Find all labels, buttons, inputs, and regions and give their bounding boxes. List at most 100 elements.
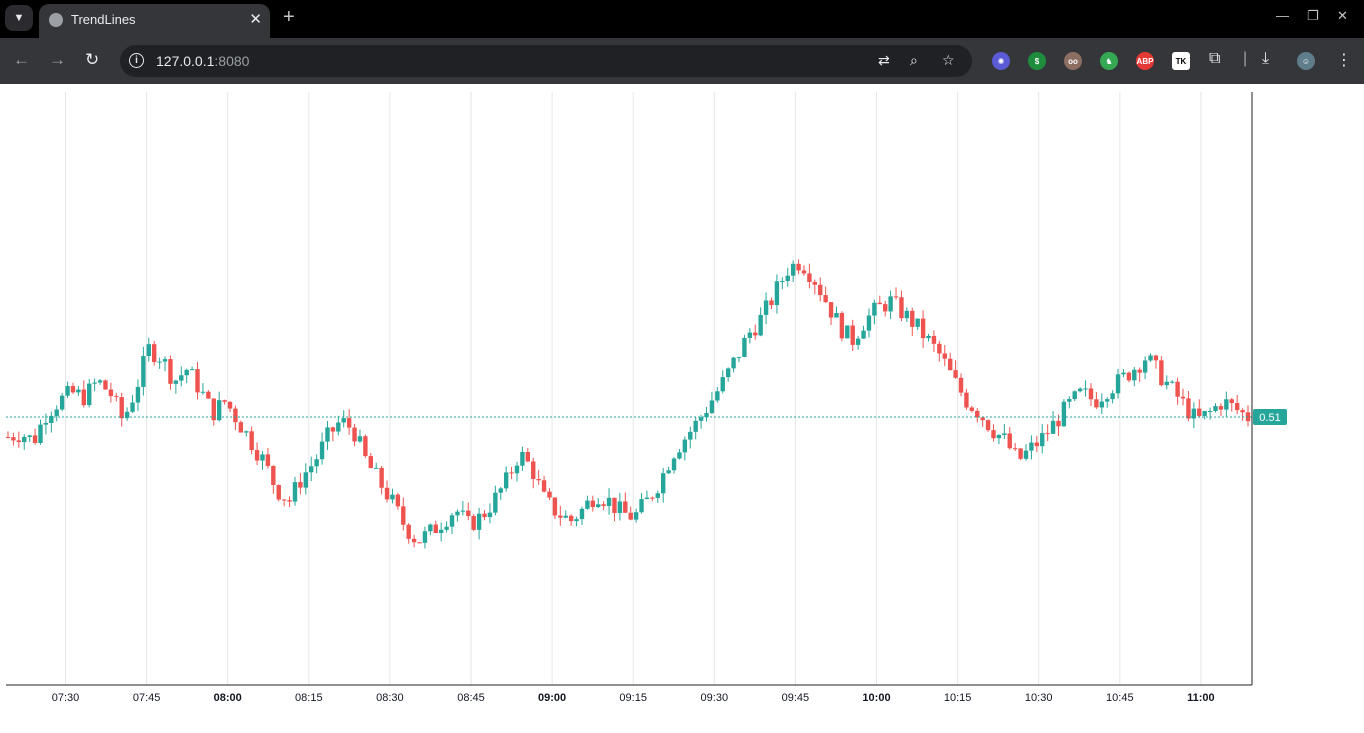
last-price-label: 0.51 xyxy=(1259,412,1280,424)
candle-body xyxy=(352,427,357,442)
candle-body xyxy=(655,493,660,498)
candle-body xyxy=(314,459,319,467)
restore-icon[interactable]: ❐ xyxy=(1307,8,1319,23)
candle-body xyxy=(59,395,65,410)
candle-body xyxy=(785,275,790,281)
candle-body xyxy=(568,515,574,522)
candle-body xyxy=(103,380,108,390)
time-tick-label: 08:45 xyxy=(457,692,485,704)
candle-body xyxy=(850,325,855,345)
url-text[interactable]: 127.0.0.1:8080 xyxy=(156,53,249,69)
candle-body xyxy=(124,411,130,419)
candle-body xyxy=(216,400,222,421)
candle-body xyxy=(238,422,244,433)
candle-body xyxy=(390,494,395,500)
candle-body xyxy=(265,454,271,466)
time-axis-labels: 07:30 07:45 08:00 08:15 08:30 08:45 09:00 09:15… xyxy=(52,692,1215,704)
reload-icon[interactable]: ↻ xyxy=(85,50,100,69)
candle-body xyxy=(1072,391,1077,400)
candle-body xyxy=(76,389,81,393)
candle-body xyxy=(796,263,801,271)
url-port: :8080 xyxy=(214,53,250,69)
extension-green-icon[interactable]: ♞ xyxy=(1100,52,1118,70)
candle-body xyxy=(357,436,363,442)
candle-body xyxy=(363,436,368,457)
candle-body xyxy=(736,356,742,358)
extension-tk-icon[interactable]: TK xyxy=(1172,52,1190,70)
candle-body xyxy=(1099,401,1104,408)
minimize-icon[interactable]: — xyxy=(1276,8,1289,23)
tab-search-chevron-down-icon[interactable]: ▼ xyxy=(5,5,33,31)
url-host: 127.0.0.1 xyxy=(156,53,215,69)
candle-body xyxy=(1234,403,1240,411)
candle-body xyxy=(395,494,401,507)
candle-body xyxy=(1012,448,1018,450)
candle-body xyxy=(1067,399,1072,402)
extension-gear-icon[interactable]: ✺ xyxy=(992,52,1010,70)
candle-body xyxy=(298,482,303,488)
candle-body xyxy=(866,315,872,331)
candle-body xyxy=(644,497,650,500)
extension-owl-icon[interactable]: oo xyxy=(1064,52,1082,70)
candle-body xyxy=(379,467,384,488)
extension-dollar-icon[interactable]: $ xyxy=(1028,52,1046,70)
candle-body xyxy=(1164,381,1169,386)
candle-body xyxy=(281,499,287,501)
candlestick-chart[interactable]: 0.51 07:30 07:45 08:00 08:15 08:30 08:45 09:00… xyxy=(0,84,1364,733)
zoom-icon[interactable]: ⌕ xyxy=(910,52,918,68)
candle-body xyxy=(574,519,579,522)
candle-body xyxy=(168,359,173,384)
globe-icon xyxy=(49,13,63,27)
candle-body xyxy=(411,538,417,543)
candle-body xyxy=(1126,372,1132,381)
candle-body xyxy=(449,515,455,527)
back-arrow-icon[interactable]: ← xyxy=(13,50,30,69)
profile-avatar[interactable]: ☺ xyxy=(1297,52,1315,70)
candle-body xyxy=(503,472,509,489)
candle-body xyxy=(547,491,552,498)
candle-body xyxy=(509,472,514,474)
candle-body xyxy=(292,482,298,502)
candle-body xyxy=(1159,360,1164,386)
candle-body xyxy=(861,330,866,339)
window-close-icon[interactable]: ✕ xyxy=(1337,8,1348,23)
tab-trendlines[interactable]: TrendLines ✕ xyxy=(39,4,270,38)
candle-body xyxy=(1175,381,1180,397)
extensions-puzzle-icon[interactable]: ⧉ xyxy=(1209,50,1221,67)
site-info-icon[interactable]: i xyxy=(129,53,144,68)
candle-body xyxy=(731,357,736,369)
candle-body xyxy=(558,515,563,518)
candle-body xyxy=(888,296,893,312)
candle-body xyxy=(493,492,498,513)
candle-body xyxy=(818,284,823,296)
browser-toolbar: ← → ↻ i 127.0.0.1:8080 ⇄ ⌕ ☆ ✺ $ oo ♞ AB… xyxy=(0,38,1364,84)
close-icon[interactable]: ✕ xyxy=(249,11,262,28)
candle-body xyxy=(688,431,693,440)
last-price-badge xyxy=(1253,409,1287,425)
translate-icon[interactable]: ⇄ xyxy=(878,52,890,68)
candle-body xyxy=(1045,433,1050,435)
download-icon[interactable]: ⤓ xyxy=(1262,50,1270,67)
candle-body xyxy=(920,318,926,339)
forward-arrow-icon[interactable]: → xyxy=(49,50,66,69)
address-bar[interactable]: i 127.0.0.1:8080 ⇄ ⌕ ☆ xyxy=(120,45,972,77)
candle-body xyxy=(612,497,617,513)
new-tab-plus-icon[interactable]: + xyxy=(283,6,295,28)
candle-body xyxy=(991,430,996,439)
candle-body xyxy=(455,511,460,516)
time-tick-label: 10:45 xyxy=(1106,692,1134,704)
menu-kebab-icon[interactable]: ⋮ xyxy=(1336,52,1352,69)
extension-adblock-icon[interactable]: ABP xyxy=(1136,52,1154,70)
candle-body xyxy=(70,386,76,393)
candle-body xyxy=(780,280,785,282)
candle-body xyxy=(1142,360,1148,373)
candle-body xyxy=(953,370,958,378)
candle-body xyxy=(303,472,309,488)
candle-body xyxy=(1153,355,1159,361)
candle-body xyxy=(1018,448,1023,459)
candle-body xyxy=(5,437,11,438)
bookmark-star-icon[interactable]: ☆ xyxy=(942,52,955,68)
candle-body xyxy=(514,465,520,474)
candle-body xyxy=(184,369,189,376)
candle-body xyxy=(108,389,114,397)
